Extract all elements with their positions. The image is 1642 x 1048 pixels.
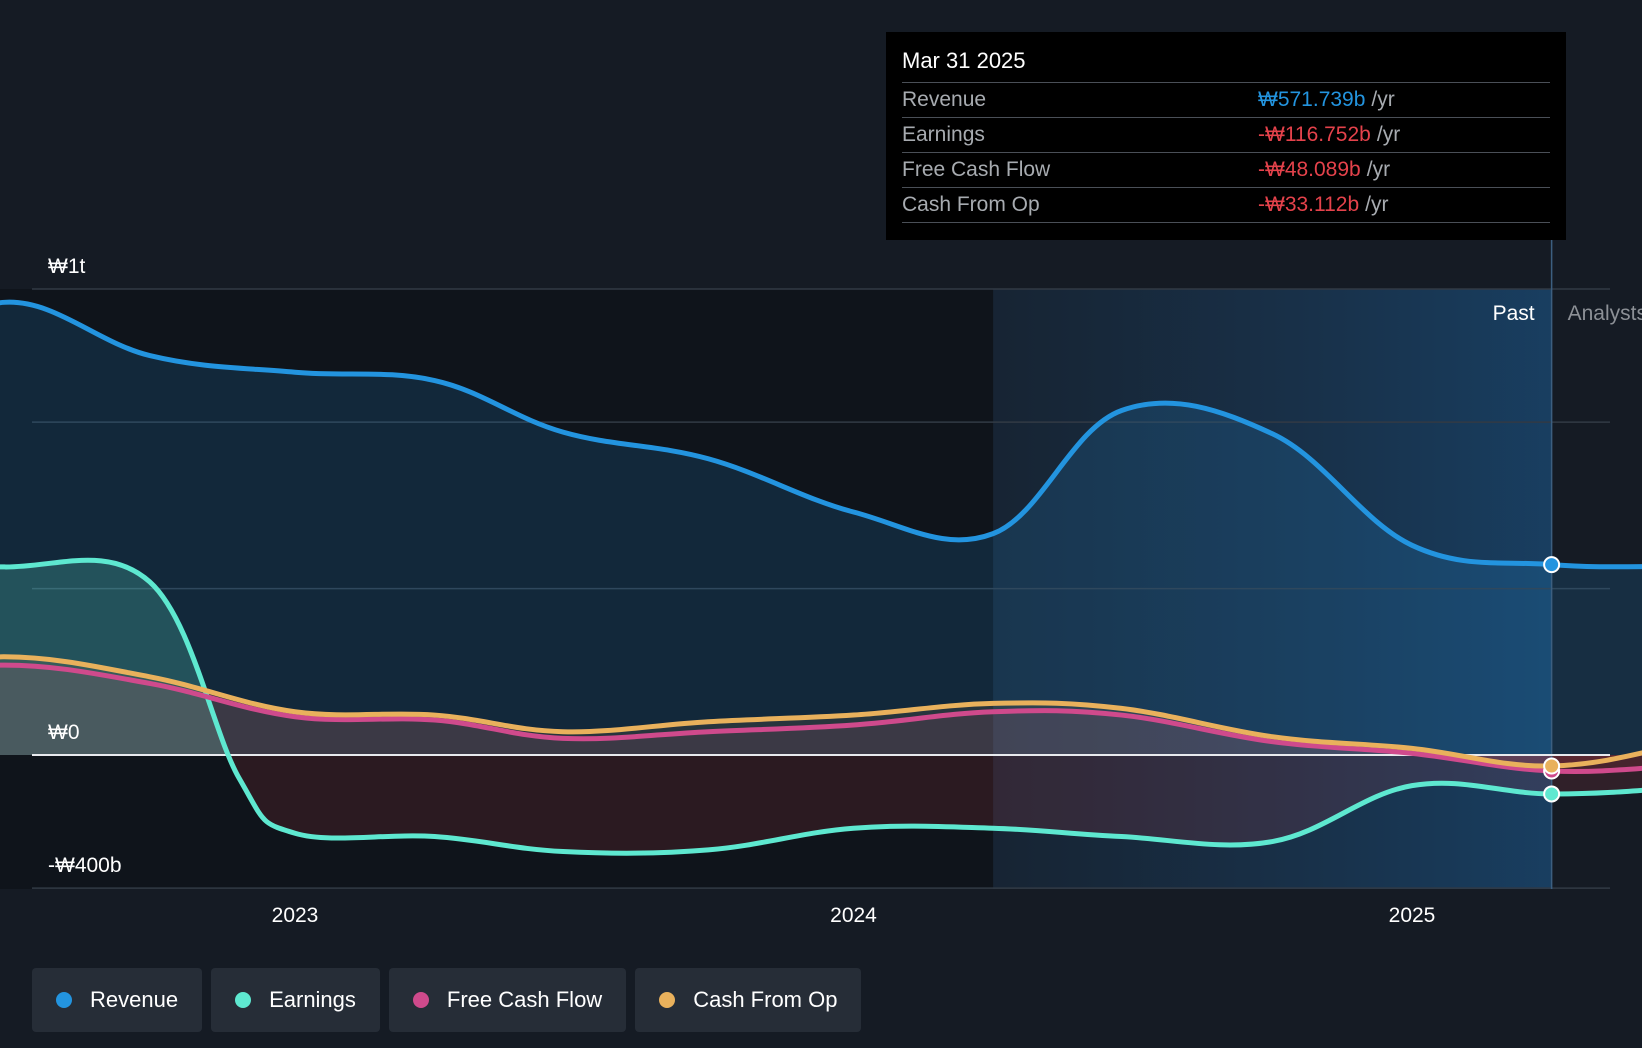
tooltip-value: -₩33.112b (1258, 193, 1360, 216)
legend-label: Revenue (90, 987, 179, 1012)
legend-label: Free Cash Flow (446, 987, 603, 1012)
tooltip-row-cash-from-op: Cash From Op -₩33.112b /yr (902, 187, 1550, 223)
cfo-line (0, 654, 1642, 769)
earnings-area-negative (0, 755, 1642, 854)
y-axis-labels: ₩1t ₩0 -₩400b (48, 255, 122, 877)
earnings-area-positive (0, 560, 1642, 755)
cfo-area-negative (0, 755, 1642, 766)
x-axis-labels: 20232024202520262027 (272, 904, 1436, 927)
fcf-area-positive (0, 665, 1642, 755)
legend: Revenue Earnings Free Cash Flow Cash Fro… (32, 968, 862, 1032)
tooltip-row-earnings: Earnings -₩116.752b /yr (902, 117, 1550, 152)
tooltip-date: Mar 31 2025 (902, 48, 1026, 73)
tooltip-row-free-cash-flow: Free Cash Flow -₩48.089b /yr (902, 152, 1550, 187)
legend-dot-icon (56, 992, 72, 1008)
tooltip: Mar 31 2025 Revenue ₩571.739b /yr Earnin… (886, 32, 1566, 240)
legend-item-cash-from-op[interactable]: Cash From Op (635, 968, 862, 1032)
tooltip-unit: /yr (1365, 193, 1389, 216)
tooltip-value: ₩571.739b (1258, 88, 1366, 111)
cfo-marker (1543, 757, 1561, 775)
tooltip-label: Earnings (902, 123, 985, 146)
y-tick-label: ₩1t (48, 255, 86, 278)
legend-label: Earnings (269, 987, 356, 1012)
legend-dot-icon (235, 992, 252, 1008)
y-tick-label: ₩0 (48, 721, 80, 744)
legend-item-earnings[interactable]: Earnings (211, 968, 380, 1032)
tooltip-unit: /yr (1366, 158, 1391, 181)
gridlines (32, 288, 1610, 889)
tooltip-label: Free Cash Flow (902, 158, 1051, 181)
tooltip-unit: /yr (1376, 123, 1401, 146)
tooltip-row-revenue: Revenue ₩571.739b /yr (902, 82, 1550, 117)
tooltip-label: Cash From Op (902, 193, 1040, 216)
legend-dot-icon (659, 992, 676, 1008)
tooltip-value: -₩116.752b (1258, 123, 1371, 146)
hover-markers (1543, 556, 1561, 803)
forecast-label: Analysts Forecasts (1568, 302, 1642, 325)
x-tick-label: 2023 (272, 904, 319, 927)
earnings-marker (1543, 785, 1561, 803)
y-tick-label: -₩400b (48, 854, 122, 877)
past-label: Past (1493, 302, 1535, 325)
x-tick-label: 2024 (830, 904, 877, 927)
chart-canvas: ₩1t₩0-₩400b 20232024202520262027 Past An… (0, 240, 1642, 927)
fcf-line (0, 662, 1642, 774)
legend-label: Cash From Op (693, 987, 838, 1012)
revenue-area-positive (0, 302, 1642, 755)
earnings-line (0, 557, 1642, 856)
revenue-marker (1543, 556, 1561, 574)
series-lines (0, 299, 1642, 856)
x-tick-label: 2025 (1389, 904, 1436, 927)
legend-item-revenue[interactable]: Revenue (32, 968, 203, 1032)
tooltip-unit: /yr (1371, 88, 1395, 111)
revenue-line (0, 299, 1642, 570)
tooltip-value: -₩48.089b (1258, 158, 1361, 181)
legend-dot-icon (412, 992, 429, 1008)
tooltip-label: Revenue (902, 88, 987, 111)
legend-item-free-cash-flow[interactable]: Free Cash Flow (388, 968, 627, 1032)
